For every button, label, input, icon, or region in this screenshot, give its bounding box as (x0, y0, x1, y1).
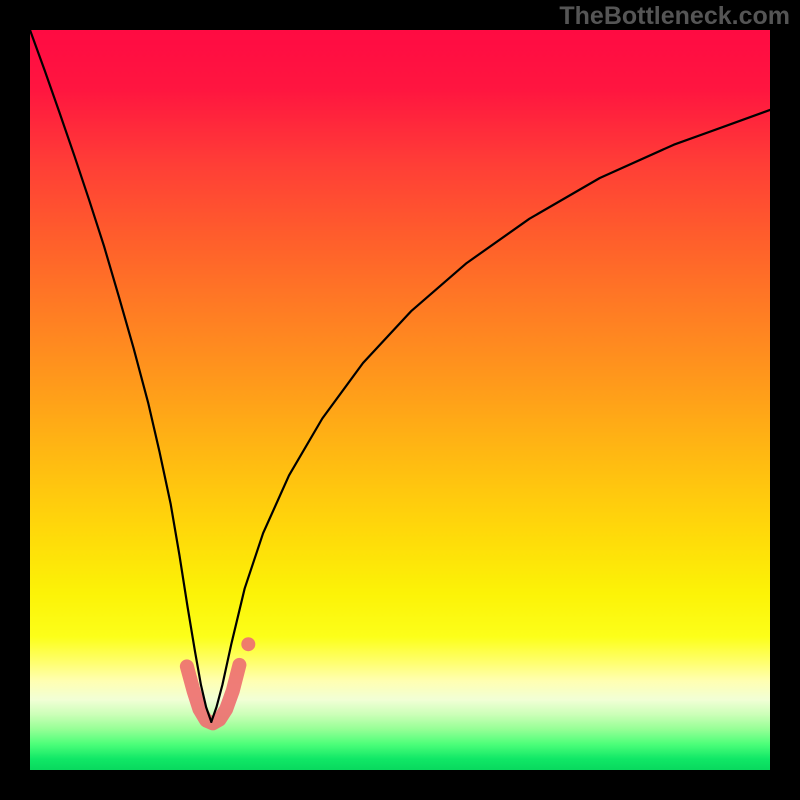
valley-extra-dot (241, 637, 255, 651)
bottleneck-curve-right (211, 110, 770, 722)
bottleneck-curve-left (30, 30, 211, 722)
plot-area (30, 30, 770, 770)
curve-layer (30, 30, 770, 770)
watermark-text: TheBottleneck.com (559, 2, 790, 31)
